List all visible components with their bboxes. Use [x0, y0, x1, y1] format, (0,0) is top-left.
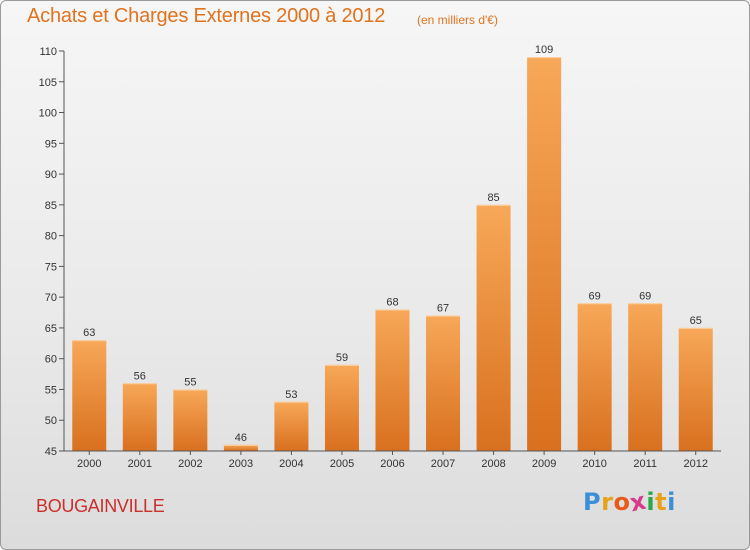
x-tick-label: 2002	[178, 458, 202, 470]
bar-2010	[577, 303, 612, 451]
chart-subtitle: (en milliers d'€)	[417, 13, 498, 27]
logo-letter: P	[583, 488, 602, 516]
x-tick-label: 2001	[128, 458, 152, 470]
logo-letter: o	[613, 488, 631, 516]
commune-name: BOUGAINVILLE	[36, 496, 165, 516]
data-label: 69	[639, 290, 651, 302]
x-tick-label: 2007	[431, 458, 455, 470]
data-label: 68	[386, 296, 398, 308]
x-tick-label: 2009	[532, 458, 556, 470]
data-label: 67	[437, 303, 449, 315]
logo-letter: t	[655, 488, 668, 516]
data-label: 56	[134, 370, 146, 382]
data-label: 59	[336, 352, 348, 364]
bar-2002	[173, 389, 208, 451]
bar-2007	[426, 315, 461, 451]
y-tick-label: 45	[45, 446, 57, 458]
data-label: 46	[235, 432, 247, 444]
x-tick-label: 2004	[279, 458, 303, 470]
data-label: 53	[285, 389, 297, 401]
bar-2005	[324, 364, 359, 451]
data-label: 55	[184, 376, 196, 388]
data-label: 65	[690, 315, 702, 327]
bars: 63 56 55 46 53 59 68 67 85 109 69 69 65	[72, 44, 713, 452]
bar-2004	[274, 401, 309, 451]
x-axis: 2000 2001 2002 2003 2004 2005 2006 2007 2008 2009…	[64, 450, 721, 470]
y-tick-label: 95	[45, 138, 57, 150]
x-tick-label: 2003	[229, 458, 253, 470]
logo-letter: r	[601, 488, 614, 516]
x-tick-label: 2006	[380, 458, 404, 470]
y-tick-label: 50	[45, 415, 57, 427]
data-label: 69	[589, 290, 601, 302]
x-tick-label: 2008	[481, 458, 505, 470]
x-tick-label: 2005	[330, 458, 354, 470]
x-tick-label: 2011	[633, 458, 657, 470]
y-tick-label: 100	[39, 108, 57, 120]
x-tick-label: 2012	[683, 458, 707, 470]
proxiti-logo: Proxiti	[583, 487, 676, 518]
y-tick-label: 75	[45, 261, 57, 273]
x-tick-label: 2010	[582, 458, 606, 470]
x-tick-label: 2000	[77, 458, 101, 470]
logo-letter: i	[646, 488, 656, 516]
y-tick-label: 90	[45, 169, 57, 181]
y-tick-label: 85	[45, 200, 57, 212]
logo-letter: i	[667, 488, 676, 516]
bar-2000	[72, 340, 107, 451]
bar-2001	[122, 383, 157, 451]
y-tick-label: 55	[45, 384, 57, 396]
y-tick-label: 110	[39, 46, 57, 58]
y-tick-label: 70	[45, 292, 57, 304]
data-label: 63	[83, 327, 95, 339]
y-tick-label: 60	[45, 354, 57, 366]
bar-2009	[527, 57, 562, 452]
data-label: 85	[487, 192, 499, 204]
chart-title: Achats et Charges Externes 2000 à 2012	[27, 5, 386, 27]
bar-2012	[678, 327, 713, 451]
bar-2006	[375, 309, 410, 451]
y-tick-label: 105	[39, 77, 57, 89]
bar-2011	[628, 303, 663, 451]
y-tick-label: 80	[45, 231, 57, 243]
bar-2003	[223, 444, 258, 451]
data-label: 109	[535, 44, 553, 56]
bar-2008	[476, 204, 511, 451]
y-axis: 45 50 55 60 65 70 75 80 85 90 95 100 105 110	[39, 46, 65, 458]
y-tick-label: 65	[45, 323, 57, 335]
